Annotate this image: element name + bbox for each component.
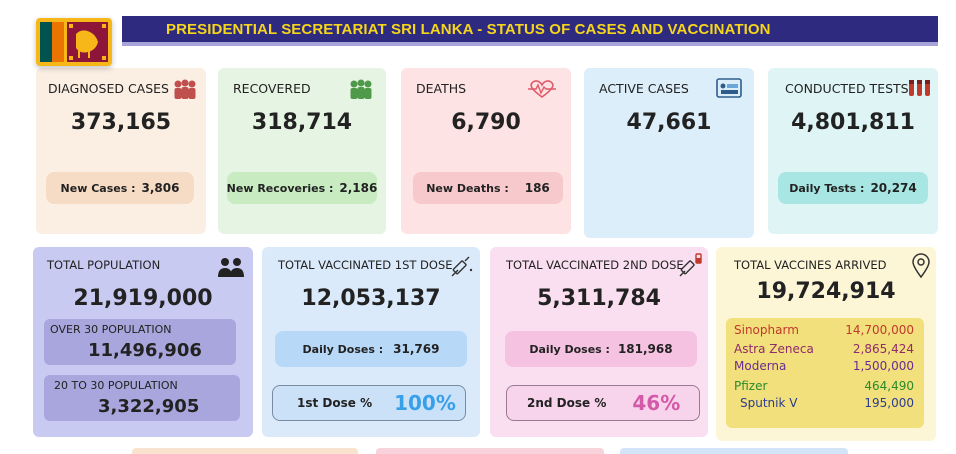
total-population-card: TOTAL POPULATION 21,919,000 OVER 30 POPU… [33,247,253,437]
vaccine-count: 14,700,000 [845,323,914,337]
first-dose-percent-box: 1st Dose % 100% [272,385,466,421]
list-item: Sputnik V 195,000 [734,396,914,413]
partial-card-right [620,448,848,454]
second-dose-value: 5,311,784 [537,286,661,311]
conducted-tests-card: CONDUCTED TESTS 4,801,811 Daily Tests : … [768,68,938,234]
new-deaths-pill: New Deaths : 186 [413,172,563,204]
second-dose-daily-label: Daily Doses : [529,342,610,356]
list-item: Pfizer 464,490 [734,379,914,396]
page-header: PRESIDENTIAL SECRETARIAT SRI LANKA - STA… [30,14,938,66]
list-item: Moderna 1,500,000 [734,359,914,376]
vaccines-arrived-label: TOTAL VACCINES ARRIVED [734,258,887,272]
first-dose-card: TOTAL VACCINATED 1ST DOSE 12,053,137 Dai… [262,247,480,437]
second-dose-label: TOTAL VACCINATED 2ND DOSE [506,258,684,272]
vaccines-arrived-value: 19,724,914 [756,279,896,304]
over-30-population-label: OVER 30 POPULATION [50,323,172,336]
deaths-value: 6,790 [451,110,521,135]
new-deaths-value: 186 [524,181,550,195]
sri-lanka-flag-logo [36,18,112,66]
vaccine-name: Astra Zeneca [734,342,814,356]
first-dose-daily-pill: Daily Doses : 31,769 [275,331,467,367]
partial-card-left [132,448,358,454]
vaccine-breakdown-list: Sinopharm 14,700,000 Astra Zeneca 2,865,… [726,318,924,428]
new-recoveries-value: 2,186 [339,181,378,195]
first-dose-daily-value: 31,769 [393,342,440,356]
new-cases-label: New Cases : [60,181,136,195]
hospital-bed-icon [716,77,742,103]
over-30-population-box: OVER 30 POPULATION 11,496,906 [44,319,236,365]
active-cases-label: ACTIVE CASES [599,81,689,96]
heartbeat-icon [527,79,557,103]
total-population-label: TOTAL POPULATION [47,258,161,272]
vaccine-name: Moderna [734,359,787,373]
diagnosed-cases-label: DIAGNOSED CASES [48,81,169,96]
first-dose-daily-label: Daily Doses : [302,342,384,356]
second-dose-percent-box: 2nd Dose % 46% [506,385,700,421]
daily-tests-pill: Daily Tests : 20,274 [778,172,928,204]
diagnosed-cases-card: DIAGNOSED CASES 373,165 New Cases : 3,80… [36,68,206,234]
vaccine-name: Sinopharm [734,323,799,337]
new-deaths-label: New Deaths : [426,181,509,195]
age-20-30-population-label: 20 TO 30 POPULATION [54,379,178,392]
age-20-30-population-value: 3,322,905 [98,396,200,417]
recovered-people-icon [348,78,374,104]
list-item: Sinopharm 14,700,000 [734,323,914,340]
test-tubes-icon [908,79,932,101]
list-item: Astra Zeneca 2,865,424 [734,342,914,359]
title-bar: PRESIDENTIAL SECRETARIAT SRI LANKA - STA… [122,16,938,46]
age-20-30-population-box: 20 TO 30 POPULATION 3,322,905 [44,375,240,421]
vaccine-name: Sputnik V [740,396,798,410]
syringe-vial-icon [678,252,704,282]
new-recoveries-pill: New Recoveries : 2,186 [227,172,377,204]
active-cases-card: ACTIVE CASES 47,661 [584,68,754,238]
group-people-icon [172,78,198,104]
recovered-card: RECOVERED 318,714 New Recoveries : 2,186 [218,68,386,234]
daily-tests-label: Daily Tests : [789,181,865,195]
second-dose-daily-value: 181,968 [617,342,673,356]
first-dose-label: TOTAL VACCINATED 1ST DOSE [278,258,453,272]
over-30-population-value: 11,496,906 [88,340,202,361]
people-icon [217,256,245,282]
vaccine-name: Pfizer [734,379,768,393]
second-dose-card: TOTAL VACCINATED 2ND DOSE 5,311,784 Dail… [490,247,708,437]
first-dose-value: 12,053,137 [301,286,441,311]
first-dose-percent-value: 100% [394,391,456,415]
vaccine-count: 1,500,000 [852,359,914,373]
recovered-value: 318,714 [251,110,353,135]
total-population-value: 21,919,000 [73,286,213,311]
conducted-tests-value: 4,801,811 [791,110,915,135]
second-dose-daily-pill: Daily Doses : 181,968 [505,331,697,367]
partial-card-middle [376,448,604,454]
deaths-card: DEATHS 6,790 New Deaths : 186 [401,68,571,234]
deaths-label: DEATHS [416,81,467,96]
conducted-tests-label: CONDUCTED TESTS [785,81,909,96]
vaccine-count: 2,865,424 [852,342,914,356]
vaccine-count: 464,490 [864,379,914,393]
active-cases-value: 47,661 [626,110,712,135]
vaccine-count: 195,000 [864,396,914,410]
second-dose-percent-value: 46% [632,391,681,415]
daily-tests-value: 20,274 [870,181,917,195]
new-recoveries-label: New Recoveries : [226,181,334,195]
page-title: PRESIDENTIAL SECRETARIAT SRI LANKA - STA… [166,21,771,38]
recovered-label: RECOVERED [233,81,311,96]
diagnosed-cases-value: 373,165 [70,110,172,135]
syringe-icon [450,256,474,282]
first-dose-percent-label: 1st Dose % [297,396,373,410]
location-pin-icon [911,253,931,283]
new-cases-value: 3,806 [141,181,180,195]
second-dose-percent-label: 2nd Dose % [527,396,607,410]
new-cases-pill: New Cases : 3,806 [46,172,194,204]
